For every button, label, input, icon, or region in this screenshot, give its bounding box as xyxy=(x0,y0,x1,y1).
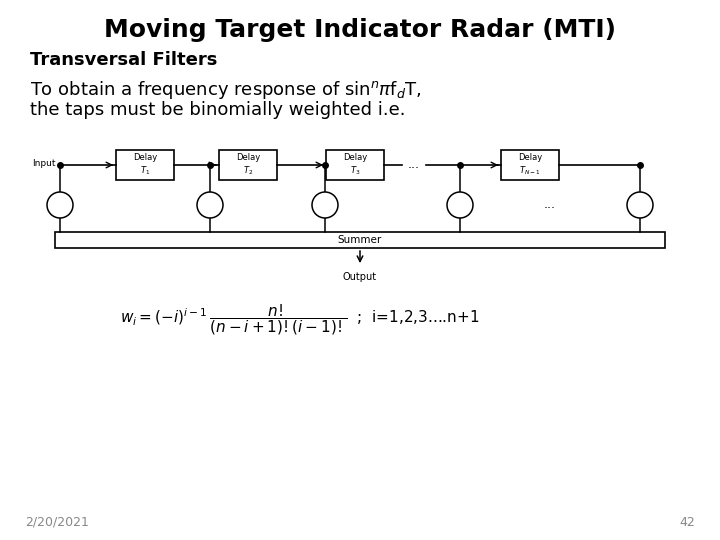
Text: $w_1$: $w_1$ xyxy=(55,200,66,210)
FancyBboxPatch shape xyxy=(55,232,665,248)
Text: Input: Input xyxy=(32,159,56,167)
Text: ...: ... xyxy=(408,158,420,171)
Text: $w_2$: $w_2$ xyxy=(204,200,215,210)
Text: Summer: Summer xyxy=(338,235,382,245)
Text: 42: 42 xyxy=(679,516,695,529)
Ellipse shape xyxy=(47,192,73,218)
Text: Delay
$T_3$: Delay $T_3$ xyxy=(343,153,367,177)
FancyBboxPatch shape xyxy=(116,150,174,180)
Text: the taps must be binomially weighted i.e.: the taps must be binomially weighted i.e… xyxy=(30,101,405,119)
Ellipse shape xyxy=(447,192,473,218)
Text: ...: ... xyxy=(544,198,556,211)
Ellipse shape xyxy=(197,192,223,218)
FancyBboxPatch shape xyxy=(219,150,277,180)
Ellipse shape xyxy=(627,192,653,218)
Text: Output: Output xyxy=(343,272,377,282)
Text: $w_i = (-i)^{i-1}\,\dfrac{n!}{(n-i+1)!(i-1)!}$  ;  i=1,2,3....n+1: $w_i = (-i)^{i-1}\,\dfrac{n!}{(n-i+1)!(i… xyxy=(120,302,480,338)
FancyBboxPatch shape xyxy=(326,150,384,180)
Text: $w_3$: $w_3$ xyxy=(320,200,330,210)
Text: Delay
$T_2$: Delay $T_2$ xyxy=(236,153,260,177)
Text: Transversal Filters: Transversal Filters xyxy=(30,51,217,69)
Text: Delay
$T_{N-1}$: Delay $T_{N-1}$ xyxy=(518,153,542,177)
Text: $w_4$: $w_4$ xyxy=(454,200,466,210)
Text: Delay
$T_1$: Delay $T_1$ xyxy=(133,153,157,177)
Text: $w_n$: $w_n$ xyxy=(634,200,646,210)
FancyBboxPatch shape xyxy=(501,150,559,180)
Text: Moving Target Indicator Radar (MTI): Moving Target Indicator Radar (MTI) xyxy=(104,18,616,42)
Ellipse shape xyxy=(312,192,338,218)
Text: 2/20/2021: 2/20/2021 xyxy=(25,516,89,529)
Text: To obtain a frequency response of sin$^n\pi$f$_d$T,: To obtain a frequency response of sin$^n… xyxy=(30,79,422,101)
